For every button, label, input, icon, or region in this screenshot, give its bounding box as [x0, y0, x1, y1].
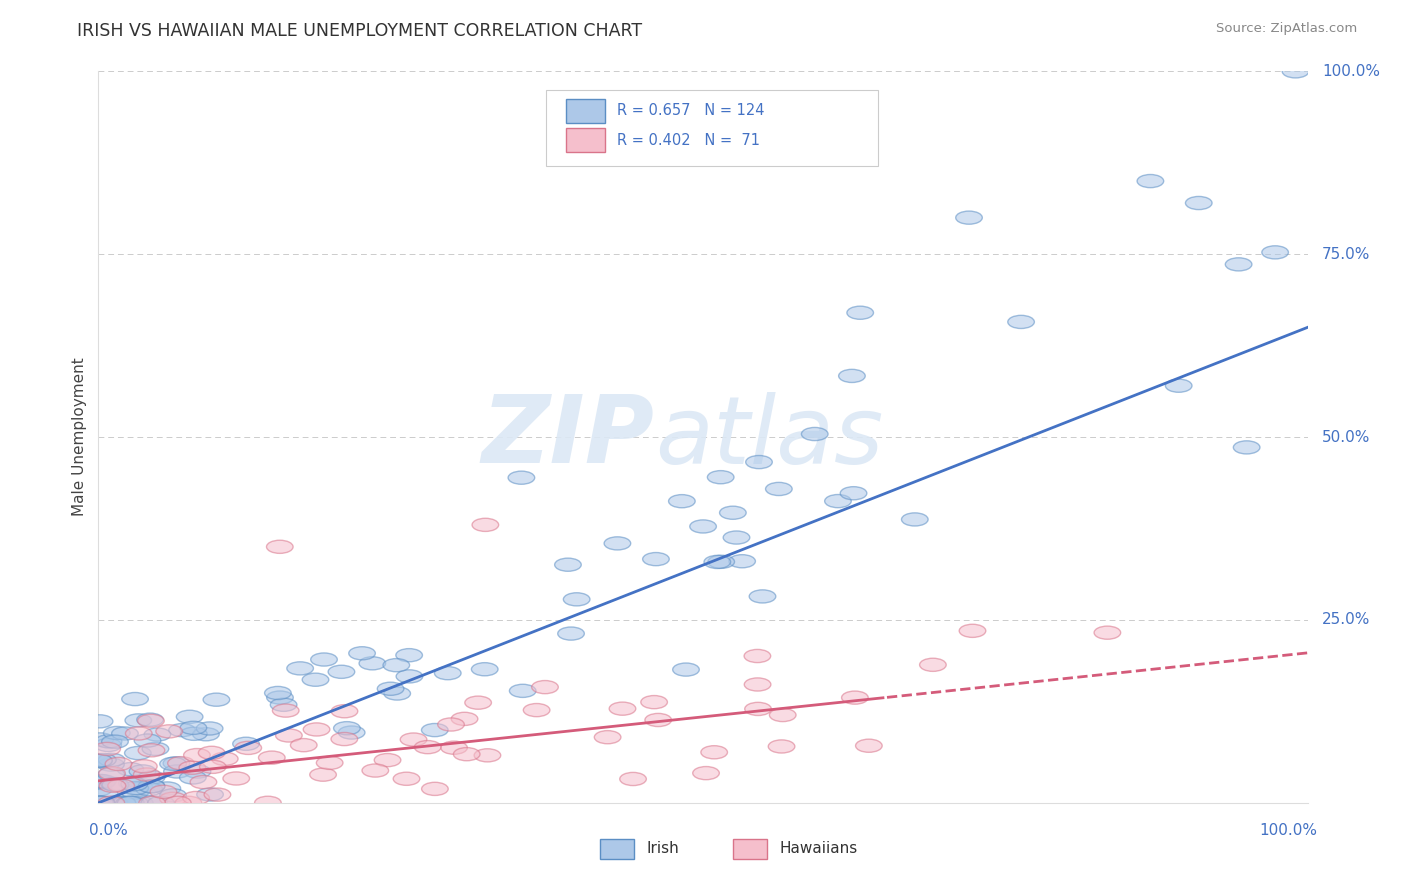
Text: 100.0%: 100.0% — [1322, 64, 1381, 78]
Text: Source: ZipAtlas.com: Source: ZipAtlas.com — [1216, 22, 1357, 36]
Y-axis label: Male Unemployment: Male Unemployment — [72, 358, 87, 516]
FancyBboxPatch shape — [600, 838, 634, 859]
Text: 25.0%: 25.0% — [1322, 613, 1371, 627]
FancyBboxPatch shape — [546, 90, 879, 167]
Text: R = 0.402   N =  71: R = 0.402 N = 71 — [617, 133, 761, 147]
Text: Hawaiians: Hawaiians — [779, 841, 858, 856]
FancyBboxPatch shape — [567, 99, 605, 122]
Text: 75.0%: 75.0% — [1322, 247, 1371, 261]
Text: atlas: atlas — [655, 392, 883, 483]
Text: IRISH VS HAWAIIAN MALE UNEMPLOYMENT CORRELATION CHART: IRISH VS HAWAIIAN MALE UNEMPLOYMENT CORR… — [77, 22, 643, 40]
FancyBboxPatch shape — [567, 128, 605, 152]
Text: 0.0%: 0.0% — [89, 823, 128, 838]
FancyBboxPatch shape — [734, 838, 768, 859]
Text: 50.0%: 50.0% — [1322, 430, 1371, 444]
Text: Irish: Irish — [647, 841, 679, 856]
Text: ZIP: ZIP — [482, 391, 655, 483]
Text: 100.0%: 100.0% — [1260, 823, 1317, 838]
Text: R = 0.657   N = 124: R = 0.657 N = 124 — [617, 103, 765, 119]
